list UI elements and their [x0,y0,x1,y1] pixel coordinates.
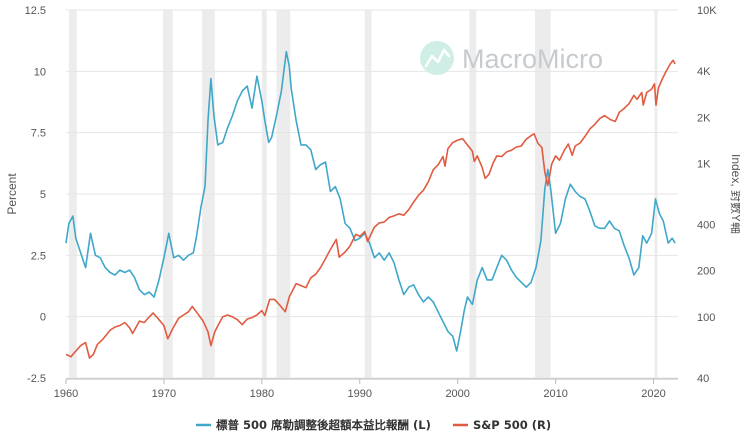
series-line-sp500 [65,59,676,359]
right-tick-label: 10K [697,5,717,17]
right-tick-label: 40 [697,373,709,385]
right-tick-label: 400 [697,220,715,232]
legend-item-shiller[interactable]: 標普 500 席勒調整後超額本益比報酬 (L) [196,418,431,432]
right-tick-label: 1K [697,158,711,170]
x-axis: 1960 1970 1980 1990 2000 2010 2020 [54,378,678,400]
legend: 標普 500 席勒調整後超額本益比報酬 (L) S&P 500 (R) [196,418,551,432]
x-tick-label: 1970 [152,388,176,400]
right-axis-title: Index, 對數Y軸 [729,154,740,234]
legend-label: 標普 500 席勒調整後超額本益比報酬 (L) [216,418,431,432]
left-tick-label: 2.5 [31,250,46,262]
right-tick-label: 200 [697,266,715,278]
left-axis: 12.5 10 7.5 5 2.5 0 -2.5 [25,5,46,385]
right-tick-label: 2K [697,112,711,124]
x-tick-label: 2020 [641,388,665,400]
watermark-brand: MacroMicro [462,44,603,74]
left-tick-label: 5 [40,189,46,201]
legend-label: S&P 500 (R) [473,418,551,432]
watermark: MacroMicro [420,41,603,75]
x-tick-label: 1960 [54,388,78,400]
right-tick-label: 4K [697,66,711,78]
left-tick-label: 7.5 [31,128,46,140]
gridlines [66,9,678,379]
macromicro-logo-icon [420,41,454,75]
left-tick-label: 10 [34,66,46,78]
left-tick-label: 12.5 [25,5,46,17]
legend-item-sp500[interactable]: S&P 500 (R) [453,418,551,432]
x-tick-label: 1980 [250,388,274,400]
right-tick-label: 100 [697,312,715,324]
left-tick-label: 0 [40,312,46,324]
left-tick-label: -2.5 [27,373,46,385]
x-tick-label: 1990 [348,388,372,400]
x-tick-label: 2000 [445,388,469,400]
x-tick-label: 2010 [543,388,567,400]
right-axis: 10K 4K 2K 1K 400 200 100 40 [697,5,717,385]
left-axis-title: Percent [5,173,19,215]
